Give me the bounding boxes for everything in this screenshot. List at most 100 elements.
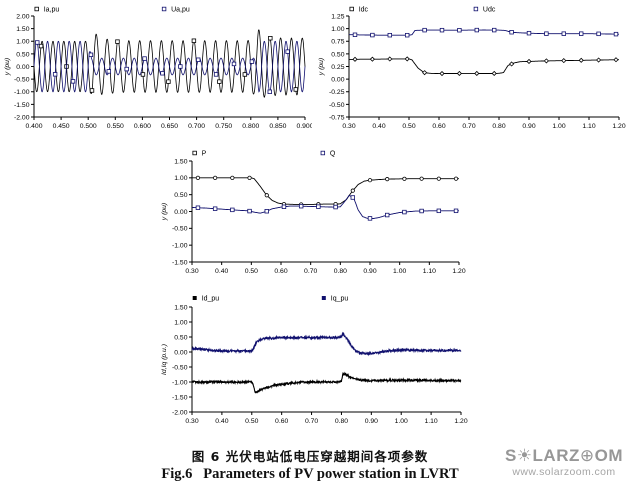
chart-canvas-wave: 2.00 1.50 1.00 0.50 0.00 -0.50 -1.00 -1.50 -2.00… — [4, 6, 314, 130]
marker — [405, 32, 410, 38]
svg-text:1.10: 1.10 — [423, 268, 436, 275]
chart-active-reactive-power: 1.50 1.00 0.50 0.00 -0.50 -1.00 -1.50 0.30 0.40 0… — [156, 146, 467, 289]
marker — [578, 31, 584, 36]
marker — [124, 66, 129, 72]
svg-text:0.70: 0.70 — [304, 268, 317, 275]
marker — [115, 39, 120, 44]
marker — [230, 175, 235, 180]
marker — [161, 6, 167, 12]
marker — [419, 208, 424, 214]
globe-icon: ⊕ — [579, 446, 595, 465]
marker — [543, 58, 549, 64]
series-Ia,pu — [33, 29, 306, 98]
chart-canvas-dc: 1.25 1.00 0.75 0.50 0.25 0.00 -0.25 -0.50 -0.75 0… — [318, 7, 626, 130]
marker — [439, 27, 445, 33]
svg-text:-2.00: -2.00 — [14, 114, 30, 121]
marker — [267, 89, 272, 94]
svg-text:-2.00: -2.00 — [172, 409, 188, 416]
marker — [404, 56, 410, 62]
marker — [242, 72, 248, 77]
svg-text:1.25: 1.25 — [331, 13, 344, 20]
marker — [106, 69, 111, 74]
svg-text:0.00: 0.00 — [331, 77, 344, 84]
marker — [264, 209, 269, 214]
svg-text:0.650: 0.650 — [161, 123, 178, 130]
legend-label-Iq_pu: Iq_pu — [331, 296, 349, 303]
svg-text:-1.50: -1.50 — [14, 102, 30, 109]
marker — [192, 296, 197, 300]
marker — [333, 204, 338, 210]
y-axis-label: y (pu) — [161, 203, 168, 221]
svg-text:0.90: 0.90 — [363, 268, 376, 275]
marker — [35, 40, 40, 45]
svg-text:0.50: 0.50 — [174, 334, 187, 341]
svg-text:0.50: 0.50 — [245, 418, 258, 425]
marker — [456, 70, 462, 77]
svg-text:0.80: 0.80 — [492, 123, 505, 130]
marker — [436, 176, 441, 181]
brand-letters-larz: LARZ — [532, 446, 580, 465]
svg-text:-0.50: -0.50 — [329, 102, 345, 109]
series-Q — [192, 194, 459, 220]
marker — [89, 88, 95, 93]
svg-text:1.00: 1.00 — [395, 418, 408, 425]
marker — [526, 58, 532, 65]
marker — [474, 70, 480, 77]
axes: 2.00 1.50 1.00 0.50 0.00 -0.50 -1.00 -1.50 -2.00… — [14, 13, 314, 130]
svg-text:1.10: 1.10 — [424, 418, 437, 425]
svg-text:1.50: 1.50 — [174, 304, 187, 311]
legend: Idc Udc — [349, 7, 496, 14]
marker — [387, 32, 392, 38]
svg-text:-1.50: -1.50 — [172, 394, 188, 401]
marker — [285, 49, 290, 54]
svg-text:0.800: 0.800 — [242, 123, 259, 130]
marker — [247, 175, 252, 180]
svg-text:2.00: 2.00 — [16, 13, 29, 20]
svg-text:0.75: 0.75 — [331, 39, 344, 46]
marker — [526, 30, 532, 36]
legend: Ia,pu Ua,pu — [34, 6, 190, 14]
marker — [453, 208, 459, 214]
marker — [402, 176, 407, 181]
marker — [561, 31, 566, 36]
svg-text:-0.25: -0.25 — [329, 89, 345, 96]
marker — [293, 87, 298, 92]
marker — [230, 207, 235, 213]
svg-text:-0.75: -0.75 — [329, 114, 345, 121]
svg-text:0.80: 0.80 — [335, 418, 348, 425]
marker — [613, 57, 619, 63]
marker — [213, 72, 219, 77]
svg-text:0.30: 0.30 — [185, 268, 198, 275]
marker — [321, 296, 326, 300]
svg-text:0.60: 0.60 — [274, 268, 287, 275]
svg-text:1.20: 1.20 — [612, 123, 625, 130]
caption-english: Fig.6 Parameters of PV power station in … — [161, 466, 459, 482]
marker — [422, 27, 427, 33]
solarzoom-watermark: S☀LARZ⊕OM www.solarzoom.com — [504, 446, 623, 478]
series-Idc — [349, 58, 619, 75]
chart-dc-voltage-current: 1.25 1.00 0.75 0.50 0.25 0.00 -0.25 -0.50 -0.75 0… — [316, 2, 627, 144]
svg-text:0.850: 0.850 — [269, 123, 286, 130]
marker — [38, 43, 44, 49]
svg-text:1.50: 1.50 — [16, 26, 29, 33]
svg-text:0.40: 0.40 — [215, 418, 228, 425]
marker — [367, 178, 373, 183]
marker — [231, 61, 237, 67]
marker — [509, 30, 514, 35]
marker — [142, 56, 147, 61]
marker — [264, 193, 269, 198]
marker — [352, 56, 358, 62]
legend: Id_pu Iq_pu — [192, 296, 349, 303]
brand-letter-s: S — [504, 446, 517, 465]
marker — [453, 176, 459, 181]
svg-text:0.30: 0.30 — [342, 123, 355, 130]
marker — [160, 71, 165, 76]
svg-text:1.50: 1.50 — [174, 158, 187, 165]
marker — [213, 175, 218, 180]
marker — [491, 70, 497, 77]
marker — [436, 208, 442, 214]
series-Udc — [349, 29, 619, 36]
marker — [352, 32, 358, 37]
marker — [509, 61, 515, 67]
